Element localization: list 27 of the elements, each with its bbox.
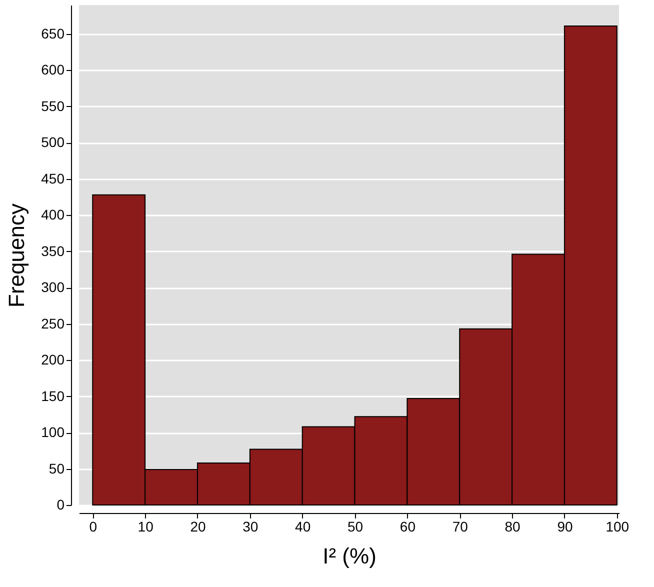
x-tick-label: 10 xyxy=(138,518,154,534)
x-tick-label: 90 xyxy=(557,518,573,534)
y-tick-label: 150 xyxy=(41,388,65,404)
x-tick-label: 20 xyxy=(190,518,206,534)
x-tick-label: 50 xyxy=(347,518,364,534)
y-tick-label: 0 xyxy=(56,496,65,512)
x-tick-label: 80 xyxy=(504,518,521,534)
y-tick-label: 250 xyxy=(41,315,65,332)
x-tick-label: 100 xyxy=(606,518,630,534)
y-tick-label: 600 xyxy=(41,62,65,78)
y-tick-label: 450 xyxy=(41,170,65,186)
x-tick-label: 0 xyxy=(89,518,98,534)
y-axis-title: Frequency xyxy=(4,204,30,308)
y-tick-label: 650 xyxy=(41,25,65,42)
x-axis-title: I² (%) xyxy=(322,544,376,568)
y-tick-label: 300 xyxy=(41,279,65,296)
y-tick-label: 200 xyxy=(41,352,65,368)
x-tick-label: 60 xyxy=(400,518,416,534)
y-tick-label: 500 xyxy=(41,134,65,150)
x-tick-label: 40 xyxy=(295,518,311,534)
y-tick-label: 100 xyxy=(41,424,65,440)
y-tick-label: 50 xyxy=(48,460,65,476)
y-tick-label: 400 xyxy=(41,206,65,223)
y-tick-label: 350 xyxy=(41,242,65,259)
y-tick-label: 550 xyxy=(41,98,65,114)
x-tick-label: 70 xyxy=(452,518,468,534)
x-tick-label: 30 xyxy=(242,518,258,534)
